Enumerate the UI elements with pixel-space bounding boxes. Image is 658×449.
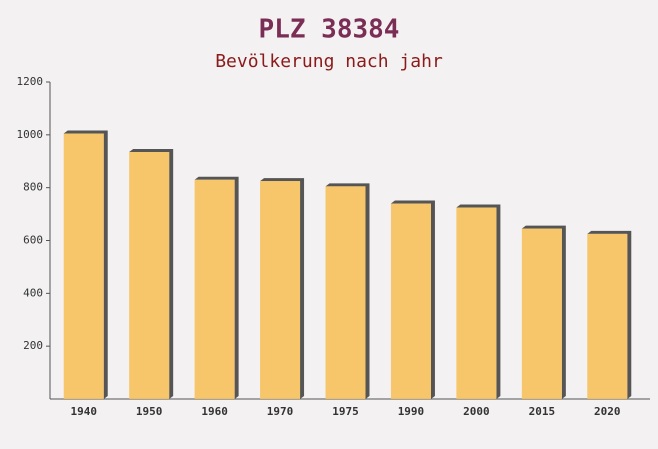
chart-title: PLZ 38384 (259, 15, 400, 45)
y-tick-label: 400 (23, 286, 43, 299)
y-tick-label: 800 (23, 181, 43, 194)
chart-subtitle: Bevölkerung nach jahr (215, 51, 443, 72)
x-tick-label: 1940 (70, 405, 97, 418)
bar (63, 133, 104, 399)
x-tick-label: 2015 (529, 405, 556, 418)
bar (194, 179, 235, 399)
bar (456, 207, 497, 399)
bar (325, 186, 366, 399)
x-tick-label: 1990 (398, 405, 425, 418)
bar (521, 228, 562, 399)
x-tick-label: 1970 (267, 405, 294, 418)
bar (260, 181, 301, 399)
y-tick-label: 200 (23, 339, 43, 352)
x-tick-label: 1950 (136, 405, 163, 418)
x-tick-label: 1960 (201, 405, 228, 418)
y-tick-label: 1200 (17, 75, 44, 88)
bar (129, 152, 170, 399)
y-tick-label: 1000 (17, 128, 44, 141)
x-tick-label: 2000 (463, 405, 490, 418)
x-tick-label: 2020 (594, 405, 621, 418)
y-tick-label: 600 (23, 234, 43, 247)
bar (587, 233, 628, 399)
bar (390, 203, 431, 399)
x-tick-label: 1975 (332, 405, 359, 418)
